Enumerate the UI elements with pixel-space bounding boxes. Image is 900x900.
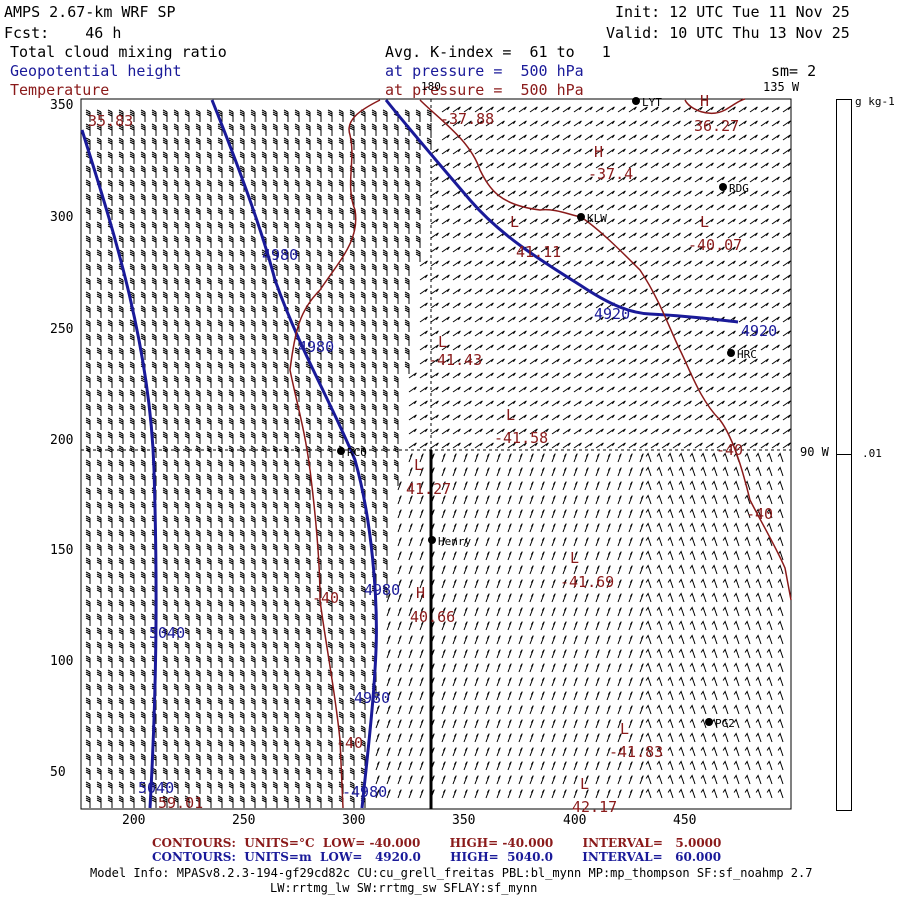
temperature-label: L	[570, 549, 580, 567]
temperature-label: L	[700, 213, 710, 231]
lon-label-90w: 90 W	[800, 445, 829, 459]
temperature-title: Temperature	[10, 81, 110, 99]
temperature-label: 36.27	[694, 117, 740, 135]
height-contour-5040	[80, 129, 158, 809]
init-time: Init: 12 UTC Tue 11 Nov 25	[615, 3, 850, 21]
height-contour-label: 4920	[741, 322, 778, 340]
temperature-label: 41.27	[406, 480, 452, 498]
temperature-label: -41.83	[609, 743, 664, 761]
height-contour-4920	[384, 99, 739, 324]
temperature-label: -41.58	[494, 429, 549, 447]
station-dot	[727, 349, 735, 357]
x-tick-label: 200	[122, 813, 146, 828]
height-contour-label: 5040	[138, 779, 175, 797]
wind-barbs	[85, 106, 791, 808]
station-dot	[337, 447, 345, 455]
temperature-label: -37.88	[440, 110, 495, 128]
x-tick-label: 300	[342, 813, 366, 828]
temperature-label: H	[700, 92, 710, 110]
temperature-label: -41.43	[428, 351, 483, 369]
height-contour-label: 4980	[298, 338, 335, 356]
height-contour-label: -4980	[342, 783, 388, 801]
station-dot	[577, 213, 585, 221]
colorbar-tick: .01	[862, 447, 882, 460]
y-tick-label: 150	[50, 543, 74, 558]
temperature-label: H	[416, 584, 426, 602]
colorbar-tick-line	[836, 454, 852, 455]
height-contour-label: 4980	[354, 689, 391, 707]
temperature-label: -40	[716, 441, 744, 459]
temperature-label: 35.83	[88, 112, 134, 130]
y-tick-label: 50	[50, 765, 66, 780]
y-tick-label: 250	[50, 322, 74, 337]
temperature-label: -41.69	[560, 573, 615, 591]
station-label: PG2	[715, 717, 735, 730]
lon-label-180: 180	[421, 80, 441, 93]
temperature-label: -40	[312, 589, 340, 607]
x-tick-label: 350	[452, 813, 476, 828]
station-dot	[705, 718, 713, 726]
station-dot	[428, 536, 436, 544]
height-contour-label: 4920	[594, 305, 631, 323]
field-title: Total cloud mixing ratio	[10, 43, 227, 61]
temperature-label: 59.01	[158, 794, 204, 812]
temperature-label: -40.07	[688, 236, 743, 254]
temp-contour-40-ne	[684, 98, 746, 114]
smoothing: sm= 2	[771, 62, 817, 80]
geopotential-title: Geopotential height	[10, 62, 182, 80]
temp-contour-40-north	[419, 99, 792, 601]
station-label: RDG	[729, 182, 749, 195]
temperature-label: L	[620, 720, 630, 738]
temperature-label: L	[506, 406, 516, 424]
temperature-label: -40	[746, 505, 774, 523]
temperature-label: 40.66	[410, 608, 456, 626]
temperature-label: 41.11	[516, 243, 562, 261]
y-tick-label: 100	[50, 654, 74, 669]
temperature-label: 42.17	[572, 798, 618, 816]
temp-contour-info: CONTOURS: UNITS=°C LOW= -40.000 HIGH= -4…	[152, 836, 722, 850]
colorbar-unit: g kg-1	[855, 95, 895, 108]
model-info-2: LW:rrtmg_lw SW:rrtmg_sw SFLAY:sf_mynn	[270, 881, 538, 895]
forecast-hour: Fcst: 46 h	[4, 24, 122, 42]
x-tick-label: 250	[232, 813, 256, 828]
temperature-label: L	[438, 333, 448, 351]
height-contour-label: 4980	[262, 246, 299, 264]
k-index: Avg. K-index = 61 to 1	[385, 43, 611, 61]
station-label: RCO	[347, 446, 367, 459]
geopotential-pressure: at pressure = 500 hPa	[385, 62, 584, 80]
model-info: Model Info: MPASv8.2.3-194-gf29cd82c CU:…	[90, 866, 813, 880]
station-label: KLW	[587, 212, 607, 225]
temperature-label: -40	[336, 734, 364, 752]
station-dot	[632, 97, 640, 105]
y-tick-label: 300	[50, 210, 74, 225]
colorbar	[836, 99, 852, 811]
model-title: AMPS 2.67-km WRF SP	[4, 3, 176, 21]
temperature-label: L	[580, 775, 590, 793]
height-contour-label: 4980	[364, 581, 401, 599]
lon-label-135w: 135 W	[763, 80, 800, 94]
height-contour-info: CONTOURS: UNITS=m LOW= 4920.0 HIGH= 5040…	[152, 850, 722, 864]
height-contour-label: 5040	[149, 624, 186, 642]
y-tick-label: 350	[50, 98, 74, 113]
station-label: HRC	[737, 348, 757, 361]
station-label: LYT	[642, 96, 662, 109]
x-tick-label: 450	[673, 813, 697, 828]
station-dot	[719, 183, 727, 191]
station-label: Henry	[438, 535, 472, 548]
temperature-label: -37.4	[588, 165, 634, 183]
temperature-pressure: at pressure = 500 hPa	[385, 81, 584, 99]
height-contour-4980-west	[210, 99, 378, 809]
plot-frame	[80, 98, 792, 810]
x-tick-label: 400	[563, 813, 587, 828]
temp-contour-40-west	[289, 99, 381, 809]
y-tick-label: 200	[50, 433, 74, 448]
temperature-label: L	[414, 456, 424, 474]
valid-time: Valid: 10 UTC Thu 13 Nov 25	[606, 24, 850, 42]
temperature-label: L	[510, 213, 520, 231]
temperature-label: H	[594, 143, 604, 161]
